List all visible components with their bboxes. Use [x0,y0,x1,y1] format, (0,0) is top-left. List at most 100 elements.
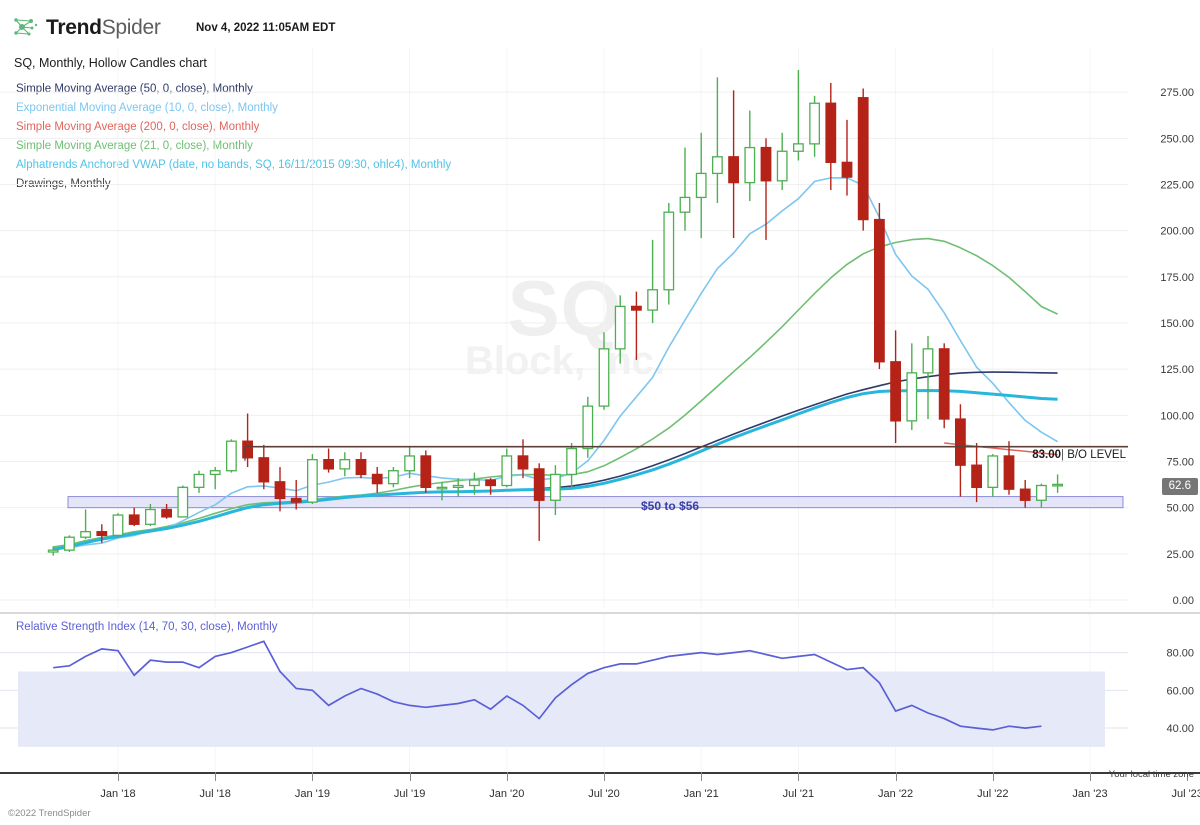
candle-body[interactable] [339,459,351,470]
candle-body[interactable] [501,455,513,487]
candle-body[interactable] [258,457,270,483]
candle-body[interactable] [971,464,982,489]
candle-body[interactable] [404,455,416,472]
support-zone-rect[interactable] [67,496,1124,509]
candle-body[interactable] [193,473,205,489]
time-tick-label: Jul '22 [977,788,1009,800]
time-tick-label: Jul '18 [199,788,231,800]
candle-body[interactable] [793,143,804,152]
candle-body[interactable] [128,514,140,525]
candle-body[interactable] [955,418,966,466]
price-tick-label: 50.00 [1166,503,1194,515]
candle-body[interactable] [387,470,399,485]
time-tick-mark [798,772,800,781]
legend-item-ema10[interactable]: Exponential Moving Average (10, 0, close… [16,102,278,114]
breakout-level-price: 83.00 [1032,449,1061,461]
candle-body[interactable] [209,470,221,476]
candle-body[interactable] [647,289,658,311]
candle-body[interactable] [695,172,707,199]
candle-body[interactable] [679,196,691,213]
candle-body[interactable] [987,455,999,489]
candle-body[interactable] [906,372,918,422]
price-gridlines [0,48,1128,608]
candle-body[interactable] [323,459,335,470]
candle-body[interactable] [242,440,254,459]
time-tick-label: Jan '22 [878,788,914,800]
candle-body[interactable] [874,218,885,363]
brand-logo: TrendSpider [12,14,161,40]
candle-body[interactable] [533,468,545,501]
candle-body[interactable] [614,305,626,350]
candle-body[interactable] [1003,455,1015,490]
time-tick-mark [409,772,411,781]
candle-body[interactable] [355,459,367,476]
spider-web-nodes-icon [14,18,38,36]
candle-body[interactable] [566,447,577,476]
candle-body[interactable] [436,486,448,490]
price-tick-label: 275.00 [1160,87,1194,99]
candle-body[interactable] [225,440,237,472]
candle-body[interactable] [760,146,772,182]
price-tick-label: 125.00 [1160,364,1194,376]
candle-body[interactable] [274,481,286,500]
candle-body[interactable] [841,161,853,178]
time-tick-label: Jul '19 [393,788,426,800]
candle-body[interactable] [290,497,302,503]
price-axis-labels: 0.00 25.00 50.00 75.00 100.00 125.00 150.00 175… [1160,87,1194,607]
page-title: SQ, Monthly, Hollow Candles chart [14,56,207,70]
candle-body[interactable] [64,536,75,551]
candle-body[interactable] [857,97,869,221]
candle-body[interactable] [517,455,529,470]
candle-body[interactable] [825,102,837,163]
rsi-tick-label: 60.00 [1166,685,1194,697]
candle-body[interactable] [744,146,756,184]
candle-body[interactable] [420,455,432,489]
candle-body[interactable] [112,514,124,537]
time-tick-label: Jan '19 [294,788,330,800]
candle-body[interactable] [306,459,318,503]
legend-item-sma200[interactable]: Simple Moving Average (200, 0, close), M… [16,121,260,133]
candle-body[interactable] [452,484,464,489]
rsi-tick-label: 80.00 [1166,648,1194,660]
candle-body[interactable] [96,531,108,537]
candle-body[interactable] [922,348,934,374]
app-header: TrendSpider Nov 4, 2022 11:05AM EDT [0,0,1200,48]
candle-body[interactable] [550,473,561,501]
candle-body[interactable] [177,486,189,518]
candle-body[interactable] [663,211,675,291]
breakout-level-line[interactable] [244,445,1128,461]
time-tick-label: Jan '21 [683,788,719,800]
candle-body[interactable] [371,473,383,485]
time-tick-mark [506,772,508,781]
candle-body[interactable] [47,549,59,553]
price-chart-panel[interactable]: 0.00 25.00 50.00 75.00 100.00 125.00 150.00 175… [0,48,1200,608]
candle-body[interactable] [485,479,497,487]
candle-body[interactable] [468,479,480,487]
candle-body[interactable] [631,305,642,311]
time-tick-label: Jan '18 [100,788,136,800]
candle-body[interactable] [809,102,820,145]
candle-body[interactable] [598,348,610,407]
last-price-badge: 62.6 [1161,478,1198,495]
candle-body[interactable] [1036,484,1047,501]
copyright-notice: ©2022 TrendSpider [8,808,91,819]
candle-body[interactable] [728,156,739,184]
rsi-legend-label[interactable]: Relative Strength Index (14, 70, 30, clo… [16,621,278,633]
candlestick-series[interactable] [47,70,1063,556]
candle-body[interactable] [80,531,91,538]
candle-body[interactable] [712,156,723,175]
candle-body[interactable] [890,361,901,422]
candle-body[interactable] [1052,483,1063,487]
candle-body[interactable] [161,508,173,518]
legend-item-sma21[interactable]: Simple Moving Average (21, 0, close), Mo… [16,140,253,152]
price-tick-label: 225.00 [1160,179,1194,191]
candle-body[interactable] [776,150,788,182]
candle-body[interactable] [938,348,950,420]
time-tick-mark [701,772,703,781]
candle-body[interactable] [1019,488,1031,501]
time-tick-label: Jan '23 [1072,788,1108,800]
candle-body[interactable] [144,508,156,525]
candle-body[interactable] [582,405,594,450]
legend-item-anchored-vwap[interactable]: Alphatrends Anchored VWAP (date, no band… [16,159,452,171]
rsi-panel[interactable]: 40.00 60.00 80.00 [0,612,1200,772]
